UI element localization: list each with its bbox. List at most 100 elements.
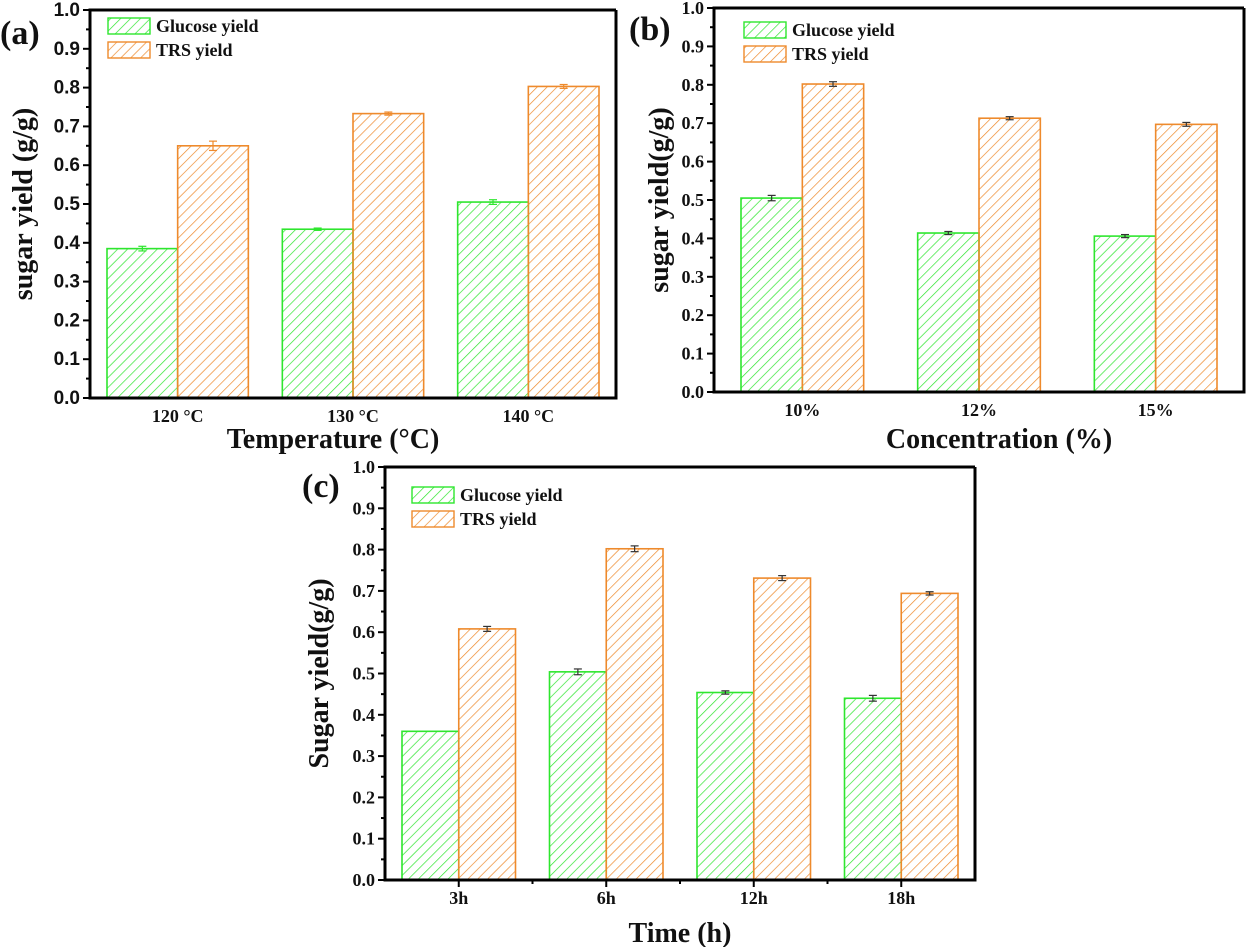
y-tick-label: 0.9 bbox=[353, 498, 376, 518]
x-tick-label: 6h bbox=[597, 888, 616, 908]
trs-bar bbox=[352, 112, 425, 399]
y-tick-label: 0.7 bbox=[682, 113, 705, 133]
y-tick-label: 0.7 bbox=[54, 116, 80, 137]
panel-label: (c) bbox=[302, 468, 340, 505]
error-bar bbox=[1005, 116, 1014, 121]
glucose-bar bbox=[106, 247, 179, 399]
x-axis-title: Time (h) bbox=[629, 918, 732, 947]
x-tick-label: 130 °C bbox=[327, 406, 379, 426]
trs-bar bbox=[978, 117, 1042, 393]
glucose-bar bbox=[548, 671, 608, 881]
error-bar bbox=[489, 199, 497, 205]
error-bar bbox=[384, 111, 393, 116]
y-tick-label: 0.6 bbox=[353, 622, 376, 642]
trs-bar bbox=[752, 577, 812, 881]
y-tick-label: 0.3 bbox=[682, 267, 705, 287]
y-tick-label: 0.5 bbox=[353, 664, 376, 684]
y-tick-label: 0.3 bbox=[54, 272, 80, 293]
legend-label: Glucose yield bbox=[460, 485, 563, 505]
trs-legend-swatch bbox=[107, 41, 151, 59]
y-tick-label: 1.0 bbox=[682, 0, 705, 18]
x-tick-label: 10% bbox=[784, 400, 820, 420]
y-tick-label: 0.4 bbox=[353, 705, 376, 725]
y-tick-label: 0.0 bbox=[54, 388, 80, 409]
panel-b: 0.0 0.1 0.2 0.3 0.4 0.5 0.6 0.7 0.8 0.9 1.0 10% 12% 1… bbox=[629, 0, 1246, 455]
error-bar bbox=[1182, 121, 1191, 127]
y-tick-label: 0.1 bbox=[54, 349, 81, 370]
y-tick-label: 0.0 bbox=[682, 382, 705, 402]
legend-label: Glucose yield bbox=[156, 16, 259, 36]
trs-bar bbox=[457, 628, 517, 881]
y-axis-title: sugar yield(g/g) bbox=[644, 107, 675, 292]
error-bar bbox=[944, 230, 953, 236]
x-tick-label: 12h bbox=[740, 888, 768, 908]
y-tick-label: 0.4 bbox=[54, 233, 81, 254]
y-tick-label: 0.8 bbox=[54, 78, 80, 99]
y-tick-label: 0.6 bbox=[54, 155, 80, 176]
error-bar bbox=[925, 591, 934, 596]
trs-legend-swatch bbox=[743, 45, 787, 63]
y-tick-label: 0.0 bbox=[353, 870, 376, 890]
glucose-legend-swatch bbox=[411, 486, 455, 504]
trs-legend-swatch bbox=[411, 510, 455, 528]
error-bar bbox=[829, 81, 837, 87]
error-bar bbox=[1121, 233, 1129, 239]
error-bar bbox=[778, 575, 787, 582]
y-tick-label: 0.9 bbox=[54, 39, 80, 60]
x-tick-label: 140 °C bbox=[502, 406, 554, 426]
panel-c: 0.0 0.1 0.2 0.3 0.4 0.5 0.6 0.7 0.8 0.9 1.0 3h 6h 12h… bbox=[302, 457, 977, 947]
legend: Glucose yield TRS yield bbox=[411, 485, 563, 529]
y-tick-label: 1.0 bbox=[54, 0, 80, 21]
glucose-bar bbox=[456, 201, 530, 399]
error-bar bbox=[209, 140, 217, 152]
legend-label: TRS yield bbox=[792, 44, 869, 64]
glucose-bar bbox=[843, 697, 903, 881]
panel-label: (b) bbox=[629, 11, 671, 48]
x-axis-title: Temperature (°C) bbox=[227, 424, 440, 455]
x-tick-label: 12% bbox=[961, 400, 997, 420]
error-bar bbox=[138, 245, 147, 252]
legend-label: Glucose yield bbox=[792, 20, 895, 40]
x-tick-label: 15% bbox=[1138, 400, 1174, 420]
trs-bar bbox=[176, 145, 250, 399]
x-tick-label: 18h bbox=[887, 888, 915, 908]
y-axis-title: sugar yield (g/g) bbox=[8, 108, 39, 300]
error-bar bbox=[767, 194, 776, 202]
legend-label: TRS yield bbox=[460, 509, 537, 529]
glucose-bar bbox=[696, 691, 755, 881]
error-bar bbox=[559, 83, 568, 89]
y-tick-label: 0.6 bbox=[682, 152, 705, 172]
glucose-bar bbox=[281, 228, 354, 399]
glucose-bar bbox=[1093, 235, 1157, 393]
y-tick-label: 0.2 bbox=[54, 310, 80, 331]
glucose-bar bbox=[916, 232, 980, 393]
trs-bar bbox=[527, 85, 600, 399]
error-bar bbox=[483, 625, 492, 632]
y-tick-label: 0.7 bbox=[353, 581, 376, 601]
error-bar bbox=[868, 694, 877, 702]
y-tick-label: 0.1 bbox=[353, 829, 376, 849]
legend: Glucose yield TRS yield bbox=[743, 20, 895, 64]
panel-label: (a) bbox=[0, 15, 40, 52]
error-bar bbox=[721, 690, 730, 695]
glucose-bar bbox=[401, 730, 460, 881]
y-axis-title: Sugar yield(g/g) bbox=[304, 578, 335, 768]
x-axis-title: Concentration (%) bbox=[886, 424, 1112, 455]
glucose-legend-swatch bbox=[107, 17, 151, 35]
y-tick-label: 0.5 bbox=[682, 190, 705, 210]
error-bar bbox=[630, 545, 639, 553]
y-tick-label: 0.2 bbox=[353, 787, 376, 807]
y-tick-label: 0.8 bbox=[682, 75, 705, 95]
y-tick-label: 0.4 bbox=[682, 228, 705, 248]
glucose-legend-swatch bbox=[743, 21, 787, 39]
y-tick-label: 0.8 bbox=[353, 540, 376, 560]
y-tick-label: 0.5 bbox=[54, 194, 81, 215]
panel-a: 0.0 0.1 0.2 0.3 0.4 0.5 0.6 0.7 0.8 0.9 1.0 120 °C 1… bbox=[0, 0, 618, 455]
legend: Glucose yield TRS yield bbox=[107, 16, 259, 60]
error-bar bbox=[313, 227, 322, 231]
trs-bar bbox=[605, 547, 664, 881]
x-tick-label: 3h bbox=[449, 888, 468, 908]
y-tick-label: 0.9 bbox=[682, 36, 705, 56]
y-tick-label: 0.1 bbox=[682, 344, 705, 364]
